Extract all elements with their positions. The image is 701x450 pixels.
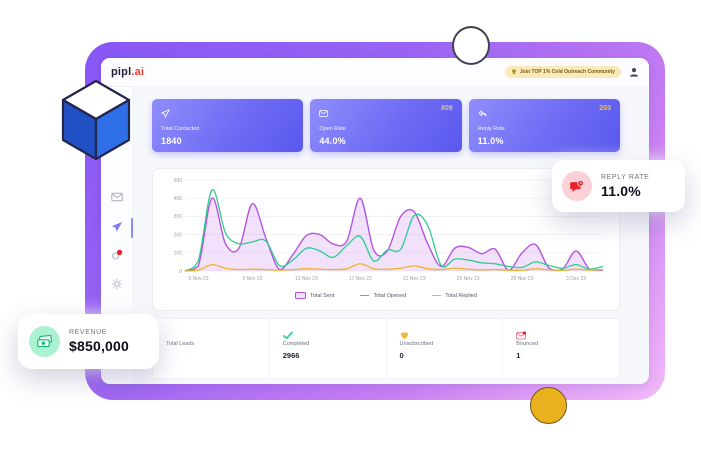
revenue-value: $850,000 xyxy=(69,338,129,354)
stat-card-row: Total Contacted 1840 Open Rate 44.0% 809… xyxy=(152,99,620,152)
cash-icon xyxy=(37,334,53,348)
active-nav-indicator xyxy=(130,218,133,238)
svg-text:17 Nov 23: 17 Nov 23 xyxy=(349,276,372,282)
dashboard-window: pipl.ai Join TOP 1% Cold Outreach Commun… xyxy=(101,58,649,384)
legend-label: Total Replied xyxy=(445,292,477,299)
logo-text: pipl xyxy=(111,66,132,78)
stat-card-value: 44.0% xyxy=(319,136,346,146)
header-right: Join TOP 1% Cold Outreach Community xyxy=(504,66,639,78)
reply-rate-text: REPLY RATE 11.0% xyxy=(601,174,649,199)
bottom-stat-label: Unsubscribed xyxy=(399,341,434,347)
svg-text:400: 400 xyxy=(174,196,183,202)
bottom-stat-value: 0 xyxy=(399,351,404,360)
revenue-icon-circle xyxy=(29,326,60,357)
yellow-circle-decor xyxy=(530,387,567,424)
area-chart: 0 100 200 300 400 500 5 Nov 23 9 Nov 23 13 Nov 2… xyxy=(174,178,604,282)
bounced-icon xyxy=(516,331,527,340)
revenue-text: REVENUE $850,000 xyxy=(69,329,129,354)
reply-rate-label: REPLY RATE xyxy=(601,173,650,181)
chart-legend: Total Sent Total Opened Total Replied xyxy=(161,292,611,299)
logo-accent-text: .ai xyxy=(131,66,145,78)
svg-text:25 Nov 23: 25 Nov 23 xyxy=(457,276,480,282)
legend-item[interactable]: Total Replied xyxy=(432,292,477,299)
revenue-label: REVENUE xyxy=(69,329,108,336)
white-circle-decor xyxy=(452,26,490,65)
chart-card: 0 100 200 300 400 500 5 Nov 23 9 Nov 23 13 Nov 2… xyxy=(152,168,620,311)
bottom-stat-bounced: Bounced 1 xyxy=(502,319,619,378)
stat-card-badge: 203 xyxy=(599,105,611,112)
user-avatar[interactable] xyxy=(628,67,639,78)
svg-text:500: 500 xyxy=(174,178,183,184)
stat-card-value: 11.0% xyxy=(477,136,504,146)
svg-text:5 Nov 23: 5 Nov 23 xyxy=(188,276,208,282)
mail-icon[interactable] xyxy=(111,191,123,203)
legend-label: Total Sent xyxy=(310,292,335,299)
dashboard-header: pipl.ai Join TOP 1% Cold Outreach Commun… xyxy=(101,58,649,87)
bottom-stat-label: Completed xyxy=(282,341,310,347)
svg-text:9 Nov 23: 9 Nov 23 xyxy=(242,276,262,282)
bottom-stats-card: Total Leads Completed 2966 Unsubscribed … xyxy=(152,318,620,379)
stat-card-total-contacted: Total Contacted 1840 xyxy=(152,99,304,152)
svg-text:3 Dec 23: 3 Dec 23 xyxy=(566,276,586,282)
revenue-card: REVENUE $850,000 xyxy=(18,314,159,369)
svg-text:300: 300 xyxy=(174,214,183,220)
legend-swatch xyxy=(360,294,370,297)
bottom-stat-value: 2966 xyxy=(282,351,300,360)
unsubscribed-icon xyxy=(400,332,408,340)
legend-swatch xyxy=(432,294,442,297)
reply-icon xyxy=(477,109,487,117)
check-icon xyxy=(282,331,293,340)
bottom-stat-unsubscribed: Unsubscribed 0 xyxy=(385,319,503,378)
trophy-icon xyxy=(512,69,516,75)
chat-icon xyxy=(570,179,584,192)
legend-swatch xyxy=(295,292,306,299)
bottom-stat-label: Bounced xyxy=(516,341,538,347)
user-icon xyxy=(629,68,638,77)
bottom-stat-completed: Completed 2966 xyxy=(268,319,386,378)
bottom-stat-leads: Total Leads xyxy=(153,319,269,378)
svg-text:13 Nov 23: 13 Nov 23 xyxy=(295,276,318,282)
svg-text:200: 200 xyxy=(174,232,183,238)
stat-card-reply-rate: Reply Rate 11.0% 203 xyxy=(468,99,620,152)
stat-card-label: Total Contacted xyxy=(161,126,200,132)
main-content: Total Contacted 1840 Open Rate 44.0% 809… xyxy=(152,87,620,384)
bottom-stat-label: Total Leads xyxy=(166,341,195,347)
stat-card-label: Open Rate xyxy=(319,126,346,132)
cube-decor xyxy=(61,79,131,161)
svg-text:21 Nov 23: 21 Nov 23 xyxy=(403,276,426,282)
stat-card-badge: 809 xyxy=(440,105,453,112)
promo-badge-label: Join TOP 1% Cold Outreach Community xyxy=(519,69,615,75)
legend-item[interactable]: Total Opened xyxy=(360,292,406,299)
send-icon[interactable] xyxy=(111,221,123,233)
legend-item[interactable]: Total Sent xyxy=(295,292,334,299)
svg-text:100: 100 xyxy=(174,251,183,257)
settings-icon[interactable] xyxy=(111,278,123,290)
bottom-stat-value: 1 xyxy=(516,351,521,360)
promo-badge[interactable]: Join TOP 1% Cold Outreach Community xyxy=(504,66,621,78)
legend-label: Total Opened xyxy=(373,292,407,299)
send-icon xyxy=(161,109,170,118)
reply-rate-value: 11.0% xyxy=(601,182,641,199)
stat-card-value: 1840 xyxy=(161,136,182,146)
stat-card-open-rate: Open Rate 44.0% 809 xyxy=(310,99,462,152)
reply-rate-card: REPLY RATE 11.0% xyxy=(552,160,685,212)
notifications-icon[interactable] xyxy=(111,249,123,261)
leads-icon-slot xyxy=(166,327,269,337)
pipl-logo: pipl.ai xyxy=(111,66,144,78)
svg-text:29 Nov 23: 29 Nov 23 xyxy=(511,276,534,282)
svg-text:0: 0 xyxy=(179,269,182,275)
stat-card-label: Reply Rate xyxy=(477,126,505,132)
reply-rate-icon-circle xyxy=(562,171,592,201)
mail-icon xyxy=(319,110,329,117)
